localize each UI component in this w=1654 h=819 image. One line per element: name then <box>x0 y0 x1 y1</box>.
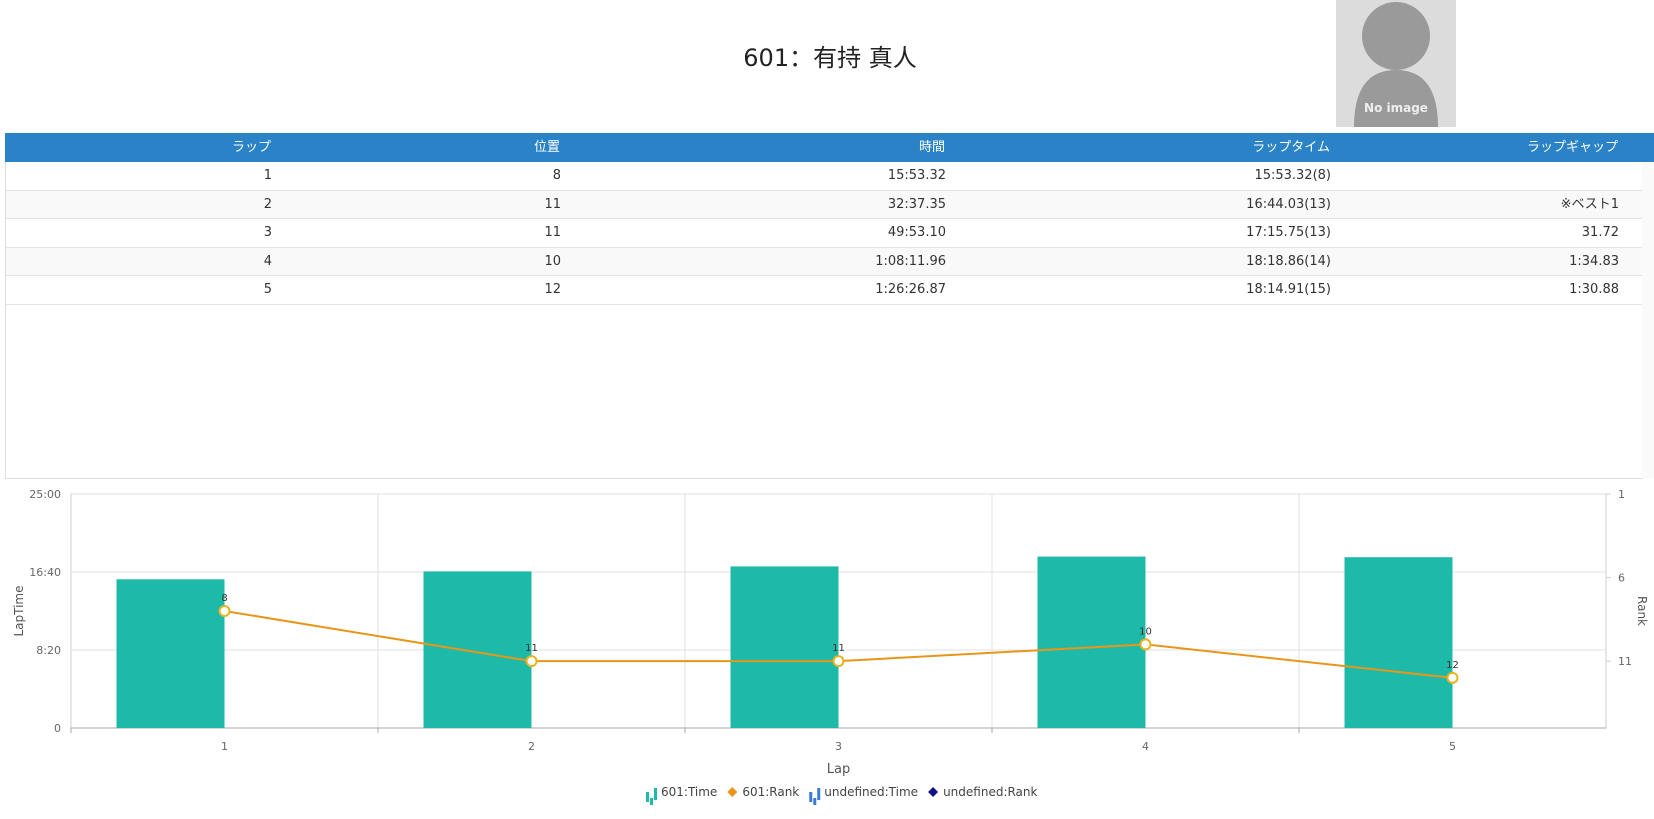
table-cell: 49:53.10 <box>887 225 946 240</box>
data-label: 11 <box>525 643 538 654</box>
table-cell: 15:53.32(8) <box>1254 168 1331 183</box>
scrollbar[interactable] <box>1642 162 1654 478</box>
x-tick-label: 5 <box>1449 740 1456 753</box>
y-tick-label: 0 <box>54 722 61 735</box>
x-tick-label: 1 <box>221 740 228 753</box>
legend-icon <box>817 788 821 800</box>
legend-label: undefined:Rank <box>943 785 1037 799</box>
table-cell: 1:08:11.96 <box>875 253 946 269</box>
legend-icon <box>928 787 939 797</box>
x-tick-label: 3 <box>835 740 842 753</box>
legend-icon <box>727 787 738 797</box>
table-cell: 12 <box>544 282 561 297</box>
legend-label: 601:Rank <box>742 785 799 799</box>
table-row: 1 8 15:53.32 15:53.32(8) <box>6 162 1642 191</box>
table-cell: 3 <box>263 225 272 240</box>
table-cell: 1 <box>263 168 272 183</box>
legend-icon <box>646 792 649 802</box>
table-cell: 16:44.03(13) <box>1246 196 1331 212</box>
table-cell: 4 <box>263 253 272 269</box>
table-body: 1 8 15:53.32 15:53.32(8) 2 11 32:37.35 16:44.03… <box>5 162 1643 479</box>
table-cell: 11 <box>544 225 561 240</box>
y-tick-label: 16:40 <box>29 566 61 579</box>
table-cell: 11 <box>544 196 561 212</box>
table-cell: 10 <box>544 253 561 269</box>
table-cell: 32:37.35 <box>887 196 946 212</box>
legend-icon <box>650 798 653 805</box>
point <box>1139 638 1152 651</box>
y2-tick-label: 11 <box>1618 655 1632 668</box>
table-cell: 31.72 <box>1581 225 1619 240</box>
point <box>1446 671 1459 684</box>
data-label: 12 <box>1446 660 1459 671</box>
table-cell: 8 <box>552 168 561 183</box>
table-row: 2 11 32:37.35 16:44.03(13) ※ベスト1 <box>6 190 1642 219</box>
bar <box>116 579 225 728</box>
table-cell: 5 <box>263 282 272 297</box>
x-tick-label: 4 <box>1142 740 1149 753</box>
y2-tick-label: 6 <box>1618 572 1625 585</box>
x-tick-label: 2 <box>528 740 535 753</box>
y2-tick-label: 1 <box>1618 488 1625 501</box>
avatar: No image <box>1336 0 1456 127</box>
table-row: 5 12 1:26:26.87 18:14.91(15) 1:30.88 <box>6 276 1642 305</box>
point <box>832 655 845 668</box>
point <box>218 605 231 617</box>
y-tick-label: 8:20 <box>36 644 61 657</box>
table-row: 4 10 1:08:11.96 18:18.86(14) 1:34.83 <box>6 247 1642 276</box>
page-title: 601：有持 真人 <box>743 44 917 72</box>
column-header: 位置 <box>533 140 560 155</box>
table-cell: 1:26:26.87 <box>875 282 946 297</box>
table-cell: 18:18.86(14) <box>1246 253 1331 269</box>
x-axis-title: Lap <box>827 762 850 777</box>
legend-label: undefined:Time <box>824 785 918 799</box>
table-cell: 1:30.88 <box>1569 282 1619 297</box>
bar <box>423 571 532 728</box>
data-label: 11 <box>832 643 845 654</box>
bar <box>1037 556 1146 728</box>
legend-icon <box>654 788 657 800</box>
column-header: 時間 <box>918 140 945 155</box>
data-label: 8 <box>221 593 227 604</box>
column-header: ラップギャップ <box>1526 140 1618 155</box>
y-tick-label: 25:00 <box>29 488 61 501</box>
point <box>525 655 538 668</box>
legend-icon <box>809 792 813 802</box>
column-header: ラップ <box>231 140 271 155</box>
bar <box>730 566 839 728</box>
y2-axis-title: Rank <box>1635 596 1649 626</box>
y-axis-title: LapTime <box>12 585 26 636</box>
table-cell: 18:14.91(15) <box>1246 282 1331 297</box>
table-cell: 1:34.83 <box>1569 253 1619 269</box>
table-cell: 17:15.75(13) <box>1246 225 1331 240</box>
column-header: ラップタイム <box>1252 140 1330 155</box>
legend-label: 601:Time <box>661 785 717 799</box>
avatar-text: No image <box>1364 101 1428 115</box>
table-header: ラップ 位置 時間 ラップタイム ラップギャップ <box>5 133 1654 162</box>
table-cell: ※ベスト1 <box>1560 196 1619 212</box>
table-cell: 2 <box>263 196 272 212</box>
legend-icon <box>813 798 817 805</box>
bar <box>1344 557 1453 728</box>
data-label: 10 <box>1139 626 1152 637</box>
table-row: 3 11 49:53.10 17:15.75(13) 31.72 <box>6 219 1642 248</box>
table-cell: 15:53.32 <box>887 168 946 183</box>
